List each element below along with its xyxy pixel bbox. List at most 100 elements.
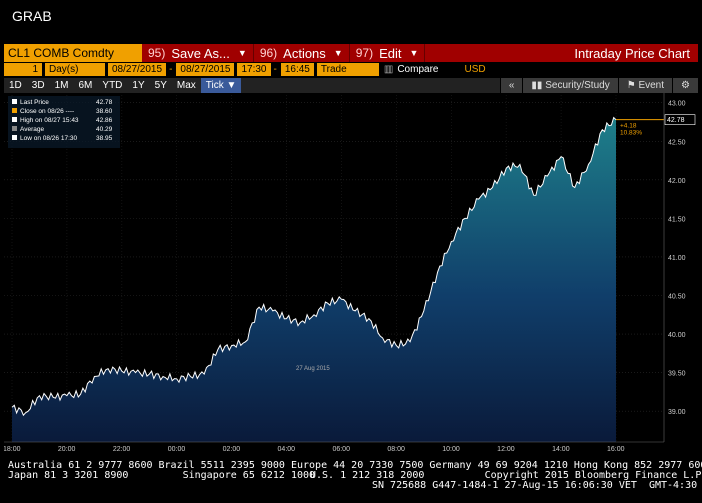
x-tick-label: 20:00 (58, 446, 76, 453)
x-tick-label: 10:00 (442, 446, 460, 453)
time-separator: - (273, 64, 277, 75)
legend-label: High on 08/27 15:43 (20, 117, 79, 124)
currency-field[interactable]: USD (464, 64, 486, 75)
save-as-num: 95) (148, 46, 166, 60)
security-study-button[interactable]: ▮▮ Security/Study (522, 78, 618, 93)
legend-label: Low on 08/26 17:30 (20, 135, 77, 142)
chevron-down-icon: ▼ (237, 48, 247, 58)
x-tick-label: 12:00 (497, 446, 515, 453)
chart-title: Intraday Price Chart (574, 45, 690, 61)
legend-value: 42.86 (96, 117, 113, 124)
legend-label: Average (20, 126, 44, 133)
ticker-field[interactable]: CL1 COMB Comdty (4, 44, 142, 62)
legend-swatch (12, 135, 17, 140)
chevron-down-icon: ▼ (409, 48, 419, 58)
footer-line1: Australia 61 2 9777 8600 Brazil 5511 239… (8, 460, 702, 471)
compare-icon: ▥ (383, 64, 394, 75)
x-tick-label: 14:00 (552, 446, 570, 453)
start-date-field[interactable]: 08/27/2015 (108, 63, 167, 76)
range-toolbar: 1D 3D 1M 6M YTD 1Y 5Y Max Tick ▼ « ▮▮ Security/S… (4, 78, 698, 93)
save-as-button[interactable]: 95) Save As... ▼ (142, 44, 254, 62)
x-tick-label: 06:00 (332, 446, 350, 453)
security-study-label: Security/Study (545, 80, 610, 91)
tab-5y[interactable]: 5Y (154, 80, 167, 91)
event-button[interactable]: ⚑ Event (617, 78, 673, 93)
params-toolbar: 1 Day(s) 08/27/2015 - 08/27/2015 17:30 -… (4, 62, 698, 77)
edit-label: Edit (379, 45, 402, 61)
actions-label: Actions (283, 45, 326, 61)
range-tabs: 1D 3D 1M 6M YTD 1Y 5Y Max Tick ▼ (4, 78, 242, 93)
footer-line2b: U.S. 1 212 318 2000 Copyright 2015 Bloom… (310, 470, 702, 481)
footer-line2a: Japan 81 3 3201 8900 Singapore 65 6212 1… (8, 470, 316, 481)
y-tick-label: 40.50 (668, 293, 686, 300)
tab-6m[interactable]: 6M (78, 80, 93, 91)
footer: Australia 61 2 9777 8600 Brazil 5511 239… (0, 461, 702, 503)
change-pct: 10.83% (620, 130, 642, 137)
change-abs: +4.18 (620, 123, 637, 130)
collapse-icon[interactable]: « (499, 78, 523, 93)
y-tick-label: 41.50 (668, 216, 686, 223)
y-tick-label: 42.50 (668, 139, 686, 146)
legend-swatch (12, 99, 17, 104)
tab-1y[interactable]: 1Y (132, 80, 145, 91)
gear-icon[interactable]: ⚙ (672, 78, 698, 93)
tab-1d[interactable]: 1D (9, 80, 22, 91)
y-tick-label: 42.00 (668, 178, 686, 185)
x-tick-label: 02:00 (223, 446, 241, 453)
actions-num: 96) (259, 46, 278, 60)
y-tick-label: 41.00 (668, 255, 686, 262)
x-tick-label: 04:00 (278, 446, 296, 453)
price-line (11, 116, 617, 417)
legend-value: 42.78 (96, 99, 113, 106)
right-controls: « ▮▮ Security/Study ⚑ Event ⚙ (499, 78, 698, 93)
compare-button[interactable]: Compare (397, 64, 439, 75)
legend-value: 38.60 (96, 108, 113, 115)
legend-swatch (12, 117, 17, 122)
last-price-tag (664, 114, 696, 125)
tab-max[interactable]: Max (176, 80, 196, 91)
legend-swatch (12, 108, 17, 113)
price-chart[interactable]: 43.00 42.50 42.00 41.50 41.00 40.50 40.00 39.50… (3, 93, 698, 456)
chart-svg: 43.00 42.50 42.00 41.50 41.00 40.50 40.00 39.50… (3, 93, 696, 453)
x-axis: 18:00 20:00 22:00 00:00 02:00 04:00 06:00 08:00… (3, 441, 664, 453)
y-tick-label: 39.50 (668, 371, 686, 378)
end-time-field[interactable]: 16:45 (280, 63, 314, 76)
end-date-field[interactable]: 08/27/2015 (176, 63, 235, 76)
y-tick-label: 43.00 (668, 101, 686, 108)
legend-label: Close on 08/26 ---- (20, 108, 74, 115)
legend-background (8, 96, 120, 148)
legend-swatch (12, 126, 17, 131)
event-type-field[interactable]: Trade (316, 63, 379, 76)
x-tick-label: 22:00 (113, 446, 131, 453)
tab-1m[interactable]: 1M (54, 80, 69, 91)
price-area (12, 117, 616, 442)
y-tick-label: 39.00 (668, 409, 686, 416)
date-label: 27 Aug 2015 (296, 366, 330, 372)
start-time-field[interactable]: 17:30 (237, 63, 271, 76)
legend-label: Last Price (20, 99, 49, 106)
last-price-tag-text: 42.78 (667, 117, 685, 124)
tab-tick[interactable]: Tick ▼ (200, 78, 242, 93)
tab-ytd[interactable]: YTD (102, 80, 123, 91)
tab-3d[interactable]: 3D (31, 80, 45, 91)
edit-button[interactable]: 97) Edit ▼ (350, 44, 426, 62)
chevron-down-icon: ▼ (333, 48, 343, 58)
legend: Last Price 42.78 Close on 08/26 ---- 38.60 H… (8, 96, 120, 148)
main-toolbar: CL1 COMB Comdty 95) Save As... ▼ 96) Act… (4, 44, 698, 62)
x-tick-label: 08:00 (387, 446, 405, 453)
flag-icon: ⚑ (626, 80, 636, 91)
period-unit-field[interactable]: Day(s) (45, 63, 105, 76)
legend-value: 40.29 (96, 126, 113, 133)
action-bar: 95) Save As... ▼ 96) Actions ▼ 97) Edit … (142, 44, 698, 62)
x-tick-label: 16:00 (607, 446, 625, 453)
screen-title: GRAB (12, 8, 52, 24)
y-axis: 43.00 42.50 42.00 41.50 41.00 40.50 40.00 39.50… (663, 93, 686, 442)
x-tick-label: 18:00 (4, 446, 21, 453)
actions-button[interactable]: 96) Actions ▼ (254, 44, 350, 62)
footer-line3: SN 725688 G447-1484-1 27-Aug-15 16:06:30… (372, 480, 698, 491)
bars-icon: ▮▮ (531, 80, 543, 91)
y-tick-label: 40.00 (668, 332, 686, 339)
x-tick-label: 00:00 (168, 446, 186, 453)
save-as-label: Save As... (171, 45, 230, 61)
period-count-field[interactable]: 1 (4, 63, 42, 76)
